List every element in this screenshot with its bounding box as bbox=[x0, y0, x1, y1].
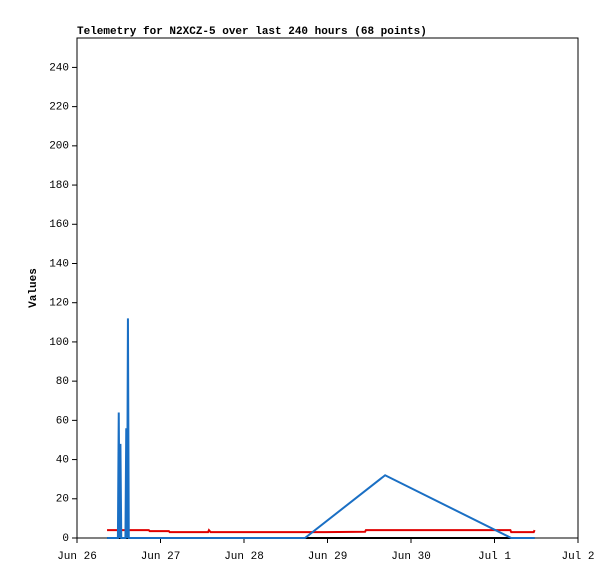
y-tick-label: 120 bbox=[49, 298, 69, 310]
y-tick-label: 180 bbox=[49, 180, 69, 192]
x-tick-label: Jun 30 bbox=[391, 551, 431, 563]
x-tick-label: Jul 2 bbox=[561, 551, 594, 563]
y-tick-label: 240 bbox=[49, 62, 69, 74]
x-tick-label: Jun 28 bbox=[224, 551, 264, 563]
y-tick-label: 40 bbox=[56, 454, 69, 466]
plot-frame bbox=[76, 37, 579, 539]
y-tick-label: 0 bbox=[62, 533, 69, 545]
y-tick-label: 140 bbox=[49, 258, 69, 270]
x-tick-label: Jul 1 bbox=[478, 551, 511, 563]
y-tick-label: 80 bbox=[56, 376, 69, 388]
chart-title: Telemetry for N2XCZ-5 over last 240 hour… bbox=[77, 26, 427, 38]
series-line bbox=[107, 528, 536, 534]
y-tick-label: 200 bbox=[49, 141, 69, 153]
y-tick-label: 60 bbox=[56, 415, 69, 427]
x-tick-label: Jun 26 bbox=[57, 551, 97, 563]
x-tick-label: Jun 27 bbox=[141, 551, 181, 563]
x-tick-label: Jun 29 bbox=[308, 551, 348, 563]
y-tick-label: 100 bbox=[49, 337, 69, 349]
y-tick-label: 160 bbox=[49, 219, 69, 231]
y-tick-label: 20 bbox=[56, 494, 69, 506]
y-tick-label: 220 bbox=[49, 102, 69, 114]
y-axis-label: Values bbox=[28, 268, 40, 308]
series-line bbox=[107, 318, 535, 539]
